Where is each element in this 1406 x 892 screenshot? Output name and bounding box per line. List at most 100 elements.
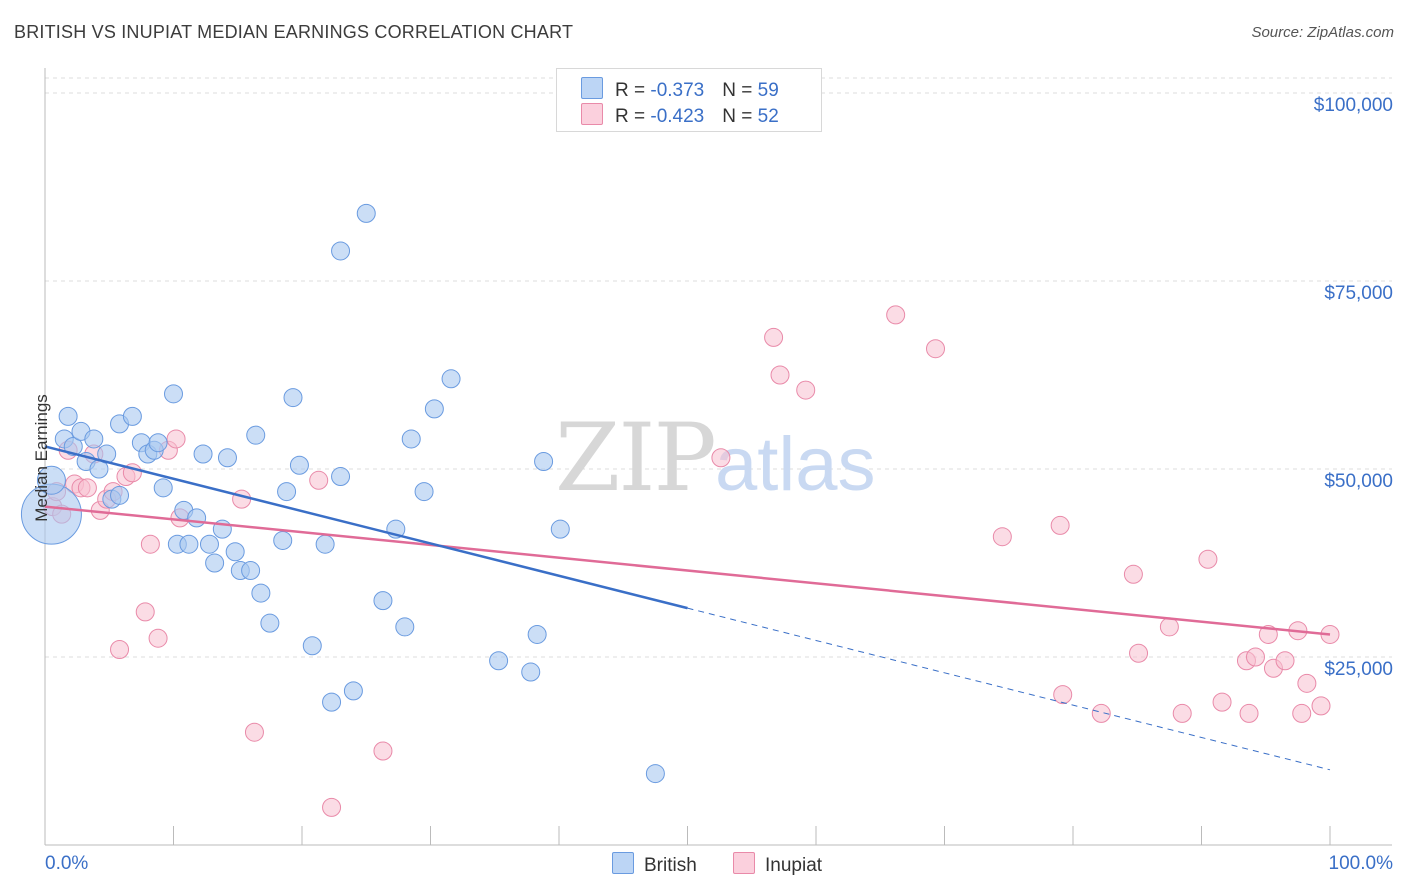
british-point xyxy=(322,692,342,712)
british-point xyxy=(289,455,309,475)
trend-layer xyxy=(44,445,1331,771)
british-legend-swatch xyxy=(612,852,634,874)
inupiat-legend-swatch xyxy=(733,852,755,874)
british-point xyxy=(199,534,219,554)
british-r-value: -0.373 xyxy=(650,80,705,101)
british-point xyxy=(414,482,434,502)
y-tick-label: $75,000 xyxy=(1324,283,1393,304)
inupiat-point xyxy=(1275,651,1295,671)
british-point xyxy=(58,406,78,426)
legend-row-inupiat: R = -0.423 N = 52 xyxy=(581,103,779,127)
inupiat-point xyxy=(1053,685,1073,705)
british-point xyxy=(179,534,199,554)
british-point xyxy=(489,651,509,671)
british-point xyxy=(225,542,245,562)
y-tick-label: $100,000 xyxy=(1314,95,1393,116)
british-legend-label: British xyxy=(644,855,697,876)
british-point xyxy=(251,583,271,603)
british-n-label: N = xyxy=(722,80,758,101)
british-point xyxy=(205,553,225,573)
chart-title: BRITISH VS INUPIAT MEDIAN EARNINGS CORRE… xyxy=(14,22,574,42)
inupiat-point xyxy=(1091,703,1111,723)
inupiat-point xyxy=(166,429,186,449)
british-point xyxy=(343,681,363,701)
inupiat-point xyxy=(796,380,816,400)
british-r-label: R = xyxy=(615,80,651,101)
british-point xyxy=(246,425,266,445)
inupiat-point xyxy=(110,639,130,659)
watermark-atlas: atlas xyxy=(715,422,876,507)
british-point xyxy=(164,384,183,404)
inupiat-point xyxy=(232,489,252,509)
british-point xyxy=(283,388,303,408)
inupiat-point xyxy=(309,470,329,490)
british-point xyxy=(302,636,322,656)
axes-layer xyxy=(44,68,1392,846)
inupiat-swatch xyxy=(581,103,603,125)
british-point xyxy=(441,369,461,389)
british-point xyxy=(241,561,261,581)
inupiat-n-value: 52 xyxy=(757,106,779,127)
british-point xyxy=(148,433,168,453)
british-trend-extension xyxy=(687,607,1331,771)
inupiat-point xyxy=(140,534,160,554)
british-point xyxy=(273,530,293,550)
inupiat-point xyxy=(148,628,168,648)
inupiat-point xyxy=(77,478,97,498)
watermark-zip: ZIP xyxy=(555,404,715,513)
y-tick-label: $25,000 xyxy=(1324,659,1393,680)
british-n-value: 59 xyxy=(757,80,779,101)
inupiat-trend-line xyxy=(44,505,1331,636)
inupiat-point xyxy=(1129,643,1149,663)
inupiat-point xyxy=(1212,692,1232,712)
source-label: Source: ZipAtlas.com xyxy=(1251,24,1394,41)
inupiat-point xyxy=(926,339,946,359)
british-point xyxy=(521,662,541,682)
british-point xyxy=(424,399,444,419)
british-point xyxy=(331,241,351,261)
inupiat-point xyxy=(1198,549,1218,569)
inupiat-r-label: R = xyxy=(615,106,651,127)
british-points xyxy=(20,203,665,784)
inupiat-point xyxy=(1123,564,1143,584)
british-point xyxy=(277,482,297,502)
inupiat-point xyxy=(135,602,155,622)
british-point xyxy=(193,444,213,464)
british-point xyxy=(260,613,280,633)
british-swatch xyxy=(581,77,603,99)
british-point xyxy=(395,617,415,637)
inupiat-r-value: -0.423 xyxy=(650,106,705,127)
x-tick-label-max: 100.0% xyxy=(1329,853,1394,874)
inupiat-point xyxy=(1292,703,1312,723)
inupiat-point xyxy=(992,527,1012,547)
correlation-legend: R = -0.373 N = 59 R = -0.423 N = 52 xyxy=(556,68,822,132)
british-point xyxy=(110,485,130,505)
inupiat-n-label: N = xyxy=(722,106,758,127)
y-tick-label: $50,000 xyxy=(1324,471,1393,492)
inupiat-point xyxy=(1050,515,1070,535)
british-point xyxy=(36,465,66,495)
bottom-legend-british: British xyxy=(612,852,697,876)
british-point xyxy=(84,429,104,449)
bottom-legend-inupiat: Inupiat xyxy=(733,852,822,876)
british-point xyxy=(187,508,207,528)
legend-row-british: R = -0.373 N = 59 xyxy=(581,77,779,101)
british-trend-line xyxy=(44,445,688,610)
inupiat-point xyxy=(886,305,906,325)
british-point xyxy=(331,467,351,487)
x-tick-label-min: 0.0% xyxy=(45,853,88,874)
british-point xyxy=(401,429,421,449)
british-point xyxy=(534,452,554,471)
tick-labels: $25,000 $50,000 $75,000 $100,000 0.0% 100.0% xyxy=(45,95,1393,874)
inupiat-legend-label: Inupiat xyxy=(765,855,823,876)
inupiat-point xyxy=(711,448,731,468)
inupiat-point xyxy=(1159,617,1179,637)
inupiat-points xyxy=(43,305,1340,817)
british-point xyxy=(373,591,393,611)
inupiat-point xyxy=(322,797,342,817)
british-point xyxy=(153,478,173,498)
british-point xyxy=(315,534,335,554)
inupiat-point xyxy=(764,327,784,347)
british-point xyxy=(217,448,237,468)
